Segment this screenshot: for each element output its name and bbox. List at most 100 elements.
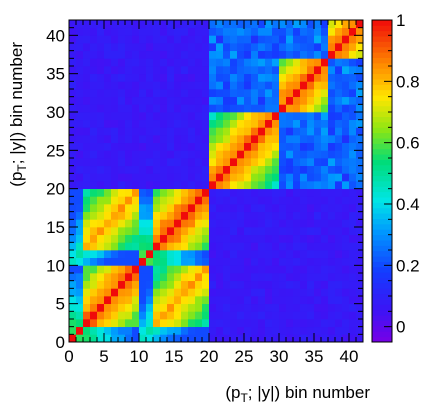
heatmap-cell <box>160 319 168 328</box>
colorbar-segment <box>372 250 392 257</box>
heatmap-cell <box>307 73 315 82</box>
heatmap-cell <box>216 273 224 282</box>
heatmap-cell <box>153 334 161 343</box>
heatmap-cell <box>223 296 231 305</box>
heatmap-cell <box>251 265 259 274</box>
heatmap-cell <box>244 35 252 44</box>
heatmap-cell <box>188 273 196 282</box>
heatmap-cell <box>111 250 119 259</box>
heatmap-cell <box>118 234 126 243</box>
heatmap-cell <box>174 43 182 52</box>
heatmap-cell <box>314 35 322 44</box>
heatmap-cell <box>83 250 91 259</box>
heatmap-cell <box>69 165 77 174</box>
heatmap-cell <box>307 89 315 98</box>
heatmap-cell <box>342 288 350 297</box>
heatmap-cell <box>83 311 91 320</box>
heatmap-cell <box>251 311 259 320</box>
heatmap-cell <box>90 43 98 52</box>
heatmap-cell <box>335 50 343 59</box>
heatmap-cell <box>139 334 147 343</box>
y-tick-label: 15 <box>46 218 65 237</box>
heatmap-cell <box>167 211 175 220</box>
heatmap-cell <box>181 311 189 320</box>
heatmap-cell <box>125 181 133 190</box>
heatmap-cell <box>244 96 252 105</box>
heatmap-cell <box>307 257 315 266</box>
heatmap-cell <box>237 150 245 159</box>
heatmap-cell <box>314 165 322 174</box>
heatmap-cell <box>160 250 168 259</box>
heatmap-cell <box>223 158 231 167</box>
heatmap-cell <box>97 334 105 343</box>
heatmap-cell <box>223 119 231 128</box>
heatmap-cell <box>69 173 77 182</box>
y-tick-label: 35 <box>46 65 65 84</box>
heatmap-cell <box>202 73 210 82</box>
heatmap-cell <box>314 242 322 251</box>
heatmap-cell <box>125 150 133 159</box>
heatmap-cell <box>244 81 252 90</box>
heatmap-cell <box>132 196 140 205</box>
heatmap-cell <box>195 112 203 121</box>
heatmap-cell <box>111 104 119 113</box>
heatmap-cell <box>230 150 238 159</box>
heatmap-cell <box>328 273 336 282</box>
heatmap-cell <box>216 20 224 29</box>
heatmap-cell <box>195 265 203 274</box>
heatmap-cell <box>132 66 140 75</box>
heatmap-cell <box>223 35 231 44</box>
heatmap-cell <box>111 165 119 174</box>
heatmap-cell <box>83 112 91 121</box>
heatmap-cell <box>265 280 273 289</box>
heatmap-cell <box>216 173 224 182</box>
heatmap-cell <box>76 181 84 190</box>
heatmap-cell <box>132 150 140 159</box>
heatmap-cell <box>202 219 210 228</box>
heatmap-cell <box>167 334 175 343</box>
colorbar-segment <box>372 213 392 219</box>
heatmap-cell <box>90 158 98 167</box>
heatmap-cell <box>258 27 266 36</box>
heatmap-cell <box>146 219 154 228</box>
heatmap-cell <box>167 173 175 182</box>
heatmap-cell <box>195 188 203 197</box>
heatmap-cell <box>251 73 259 82</box>
heatmap-cell <box>321 66 329 75</box>
heatmap-cell <box>209 265 217 274</box>
heatmap-cell <box>181 112 189 121</box>
heatmap-cell <box>139 66 147 75</box>
heatmap-cell <box>244 50 252 59</box>
heatmap-cell <box>181 188 189 197</box>
heatmap-cell <box>342 273 350 282</box>
heatmap-cell <box>335 73 343 82</box>
heatmap-cell <box>265 188 273 197</box>
colorbar-segment <box>372 111 392 117</box>
heatmap-cell <box>104 27 112 36</box>
heatmap-cell <box>314 127 322 136</box>
heatmap-cell <box>216 81 224 90</box>
heatmap-cell <box>76 273 84 282</box>
heatmap-cell <box>342 20 350 29</box>
heatmap-cell <box>265 158 273 167</box>
heatmap-cell <box>181 181 189 190</box>
heatmap-cell <box>209 234 217 243</box>
heatmap-cell <box>167 326 175 335</box>
heatmap-cell <box>139 303 147 312</box>
heatmap-cell <box>244 204 252 213</box>
heatmap-cell <box>202 211 210 220</box>
heatmap-cell <box>216 27 224 36</box>
heatmap-cell <box>223 234 231 243</box>
heatmap-cell <box>251 142 259 151</box>
heatmap-cell <box>69 142 77 151</box>
heatmap-cell <box>328 334 336 343</box>
heatmap-cell <box>237 303 245 312</box>
heatmap-cell <box>90 204 98 213</box>
heatmap-cell <box>307 296 315 305</box>
heatmap-cell <box>300 81 308 90</box>
colorbar <box>371 19 393 343</box>
heatmap-cell <box>286 173 294 182</box>
heatmap-cell <box>272 296 280 305</box>
heatmap-cell <box>216 142 224 151</box>
heatmap-cell <box>293 181 301 190</box>
